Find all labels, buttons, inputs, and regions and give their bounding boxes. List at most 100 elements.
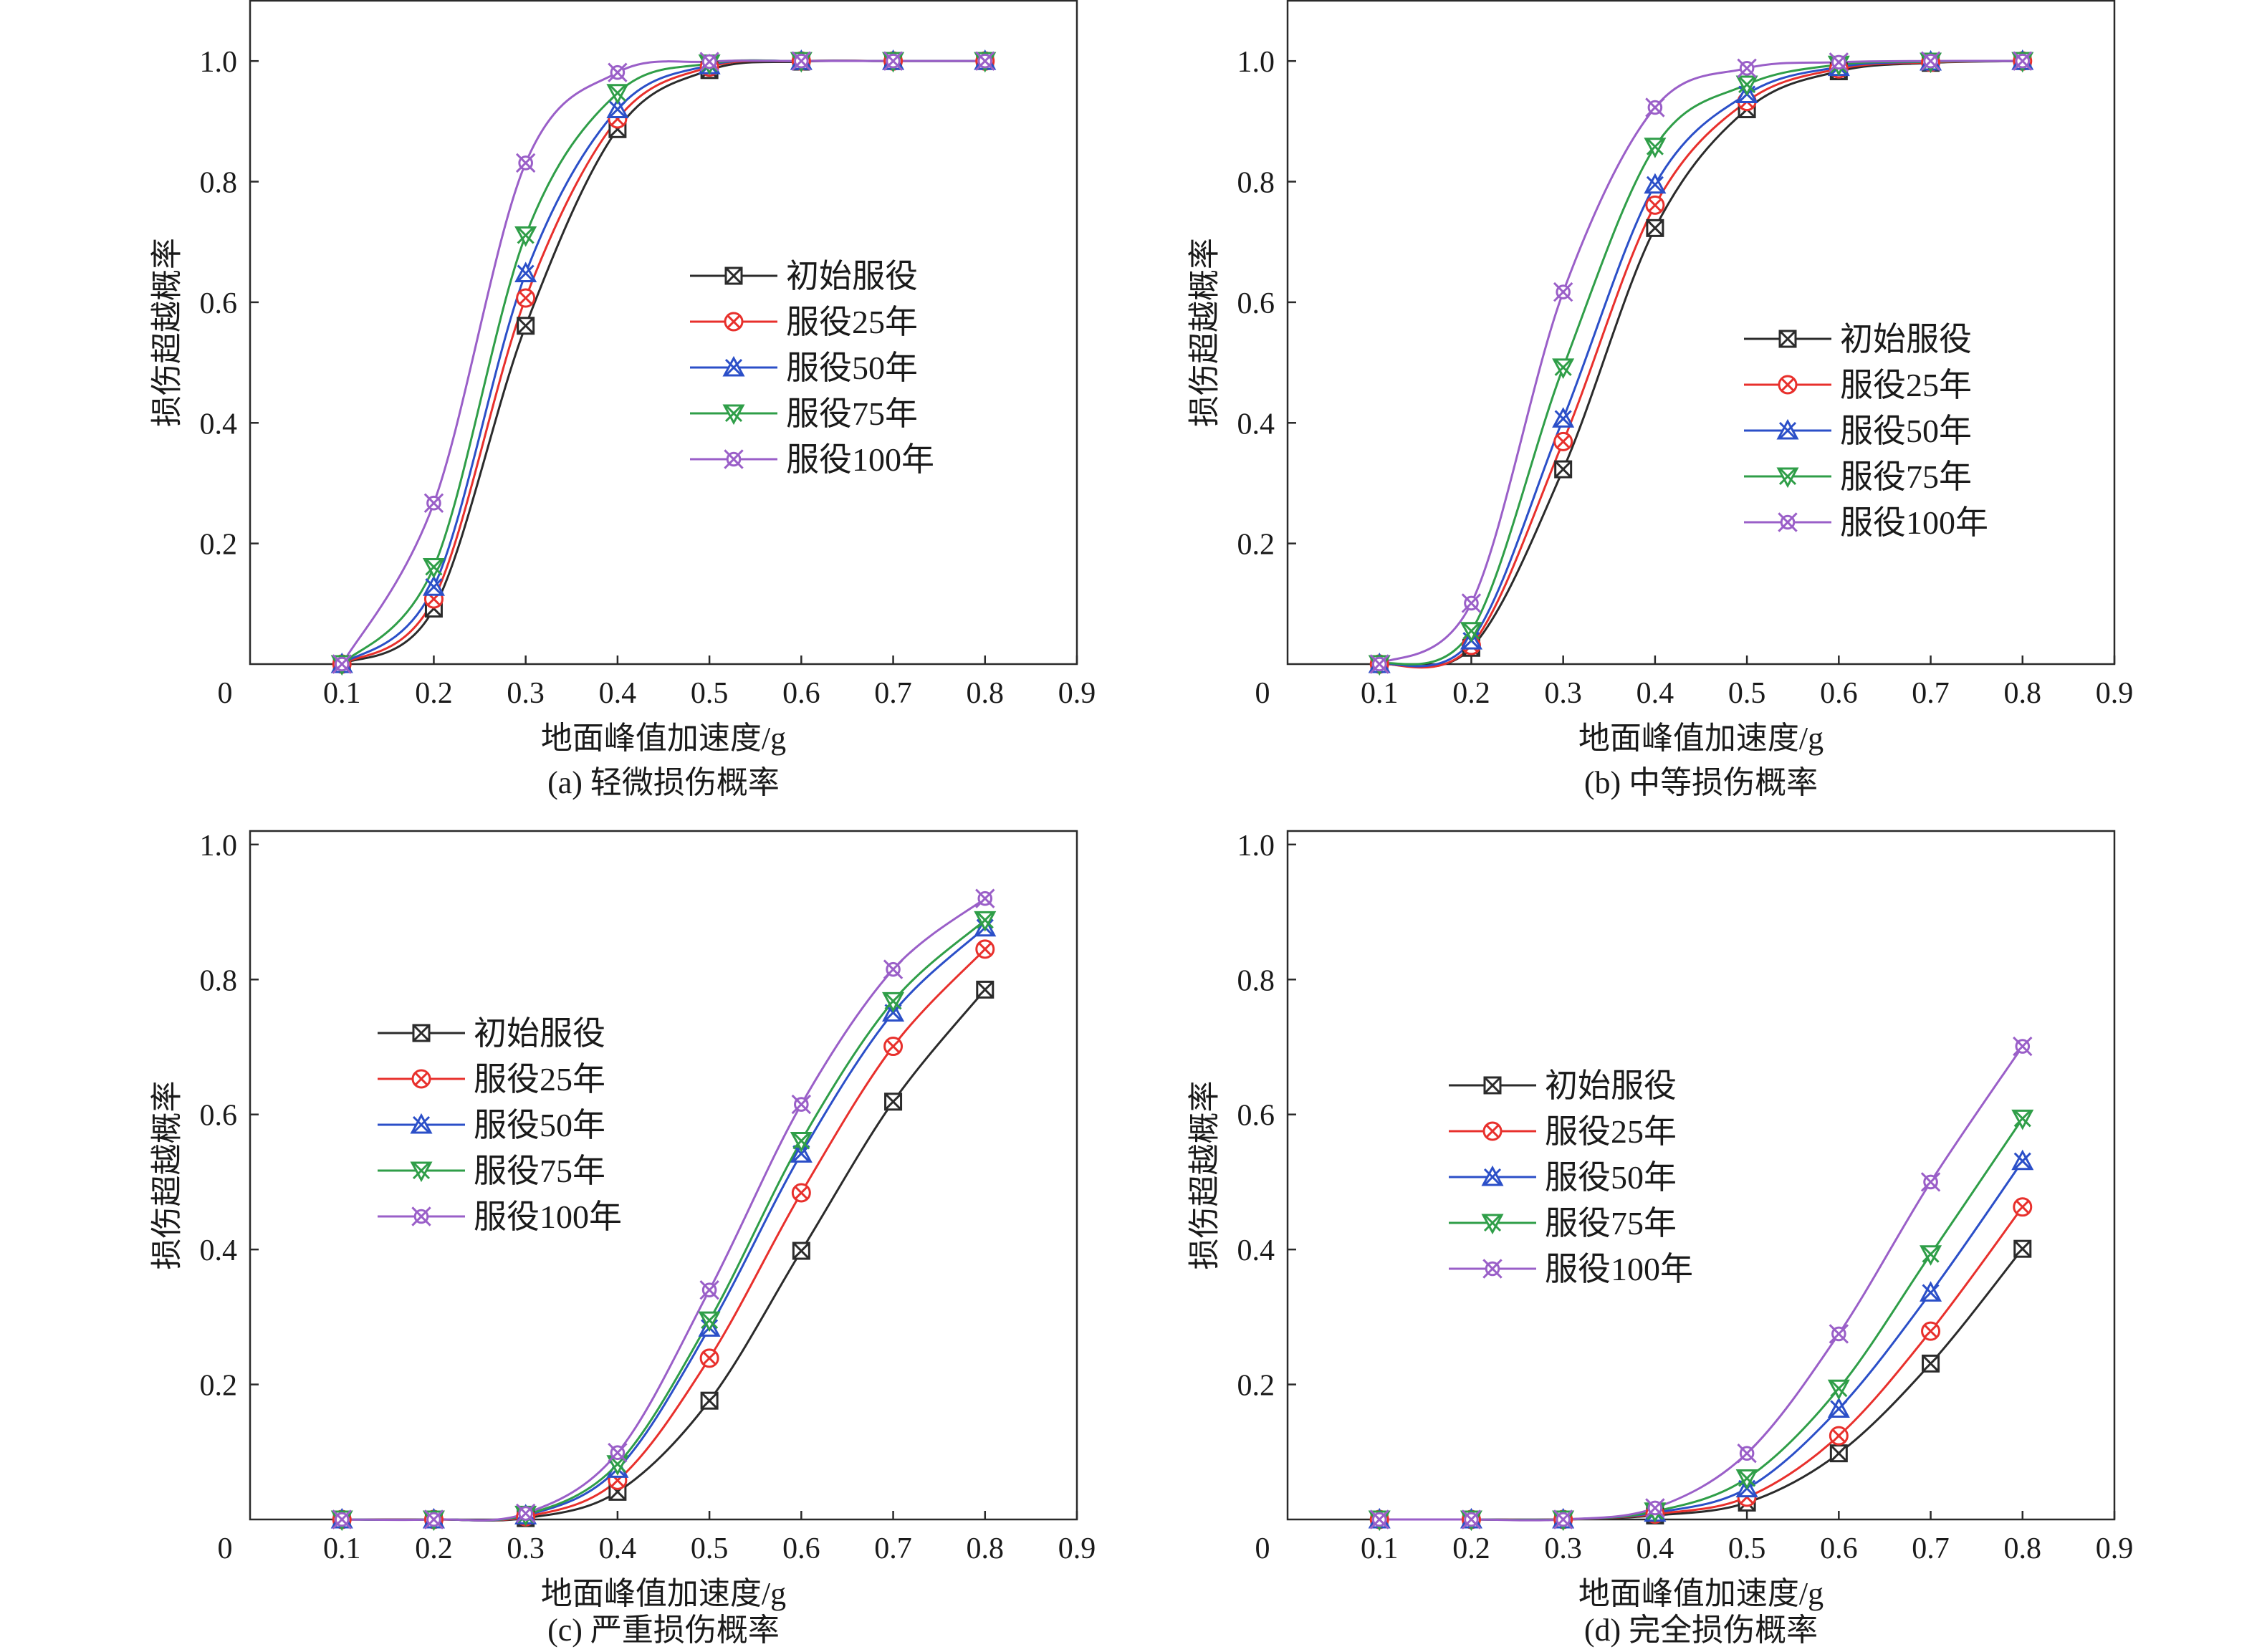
legend-label: 服役100年 (1545, 1251, 1693, 1287)
data-point-year75 (974, 911, 997, 932)
legend-marker (1481, 1165, 1504, 1186)
data-point-year100 (332, 1509, 352, 1529)
data-point-year75 (790, 1131, 813, 1153)
x-tick-label: 0.5 (1728, 1532, 1766, 1565)
series-line-year50 (1379, 59, 2023, 668)
legend-marker (724, 312, 744, 332)
data-point-year100 (1829, 1324, 1849, 1344)
y-tick-label: 0.8 (1237, 964, 1275, 997)
data-point-year75 (514, 226, 537, 247)
y-tick-label: 0.4 (1237, 1234, 1275, 1267)
y-tick-label: 0.6 (200, 1100, 238, 1133)
data-point-year100 (1645, 1498, 1665, 1518)
legend-entry-year75: 服役75年 (1744, 458, 1972, 495)
series-line-initial (342, 989, 986, 1522)
data-point-year75 (1735, 75, 1758, 97)
data-point-year100 (1369, 1509, 1389, 1529)
data-point-initial (1922, 1354, 1940, 1373)
y-tick-label: 0.8 (200, 167, 238, 200)
data-point-year100 (1920, 51, 1941, 71)
legend-entry-initial: 初始服役 (690, 258, 918, 294)
data-point-year25 (1829, 1426, 1849, 1446)
legend-entry-year25: 服役25年 (690, 304, 918, 340)
data-point-initial (700, 1391, 719, 1410)
chart-panel-c: 0.1 0.2 0.3 0.4 0.5 0.6 0.7 0.8 0.9 0.2 0.4 0.6 0.8 1… (150, 830, 1096, 1648)
data-point-year100 (1645, 97, 1665, 117)
data-point-year100 (1737, 1443, 1757, 1464)
legend-marker (722, 404, 745, 426)
legend-label: 服役25年 (786, 304, 918, 340)
data-point-initial (1646, 218, 1664, 237)
y-tick-label: 0.4 (200, 408, 238, 441)
legend-label: 服役100年 (474, 1199, 622, 1235)
legend-marker (411, 1069, 431, 1089)
legend-label: 服役25年 (1840, 367, 1972, 403)
origin-label: 0 (1255, 1532, 1270, 1565)
x-tick-label: 0.1 (323, 1532, 361, 1565)
legend-entry-year100: 服役100年 (1744, 504, 1988, 541)
x-tick-label: 0.4 (599, 677, 637, 710)
data-point-year50 (606, 97, 629, 119)
chart-panel-b: 0.1 0.2 0.3 0.4 0.5 0.6 0.7 0.8 0.9 0.2 0.4 0.6 0.8 1… (1187, 0, 2133, 800)
legend-label: 初始服役 (474, 1015, 605, 1052)
data-point-year75 (1460, 622, 1482, 643)
y-tick-label: 0.8 (1237, 167, 1275, 200)
x-tick-label: 0.1 (1361, 677, 1399, 710)
legend-label: 初始服役 (1840, 321, 1972, 357)
plot-frame (249, 830, 1078, 1521)
legend-entry-initial: 初始服役 (1449, 1067, 1677, 1104)
y-tick-label: 0.4 (200, 1234, 238, 1267)
y-tick-label: 0.2 (200, 1370, 238, 1403)
series-line-year100 (1379, 1045, 2024, 1522)
x-tick-label: 0.6 (1820, 677, 1858, 710)
origin-label: 0 (218, 677, 233, 710)
legend-marker (724, 266, 743, 285)
x-tick-label: 0.7 (1912, 677, 1950, 710)
legend-label: 服役25年 (1545, 1113, 1677, 1150)
legend-label: 服役75年 (786, 395, 918, 432)
series-line-year25 (342, 948, 986, 1522)
legend-marker (724, 449, 744, 469)
x-tick-label: 0.9 (1058, 1532, 1096, 1565)
legend-marker (411, 1206, 431, 1226)
x-tick-label: 0.8 (2004, 677, 2042, 710)
legend-marker (722, 355, 745, 377)
y-tick-label: 1.0 (200, 46, 238, 79)
legend-marker (410, 1113, 433, 1134)
legend-label: 服役25年 (474, 1061, 605, 1098)
legend-entry-year50: 服役50年 (690, 350, 918, 386)
legend-marker (1483, 1076, 1502, 1095)
data-point-year75 (422, 557, 445, 579)
legend-entry-year25: 服役25年 (1449, 1113, 1677, 1150)
legend-label: 初始服役 (786, 258, 918, 294)
data-point-year100 (2013, 1036, 2033, 1057)
data-point-year75 (698, 1311, 721, 1332)
legend-label: 服役75年 (474, 1153, 605, 1189)
y-tick-label: 0.4 (1237, 408, 1275, 441)
data-point-year100 (515, 153, 536, 173)
y-tick-label: 1.0 (1237, 46, 1275, 79)
data-point-year75 (2011, 1109, 2034, 1130)
data-point-initial (517, 317, 535, 335)
data-point-year25 (2013, 1197, 2033, 1217)
panel-caption: (c) 严重损伤概率 (547, 1613, 780, 1648)
x-tick-label: 0.2 (1452, 1532, 1490, 1565)
data-point-year50 (1920, 1281, 1942, 1302)
x-tick-label: 0.2 (1452, 677, 1490, 710)
data-point-year100 (883, 959, 904, 979)
y-tick-label: 0.6 (1237, 287, 1275, 320)
data-point-year25 (516, 288, 536, 308)
legend-marker (1778, 375, 1798, 395)
data-point-year50 (514, 261, 537, 283)
data-point-year100 (1461, 593, 1482, 613)
x-tick-label: 0.9 (1058, 677, 1096, 710)
data-point-year100 (1369, 654, 1389, 674)
data-point-year50 (422, 575, 445, 596)
legend-entry-year25: 服役25年 (378, 1061, 605, 1098)
data-point-year100 (1553, 282, 1573, 302)
y-tick-label: 0.6 (200, 287, 238, 320)
data-point-year75 (1827, 1379, 1850, 1401)
